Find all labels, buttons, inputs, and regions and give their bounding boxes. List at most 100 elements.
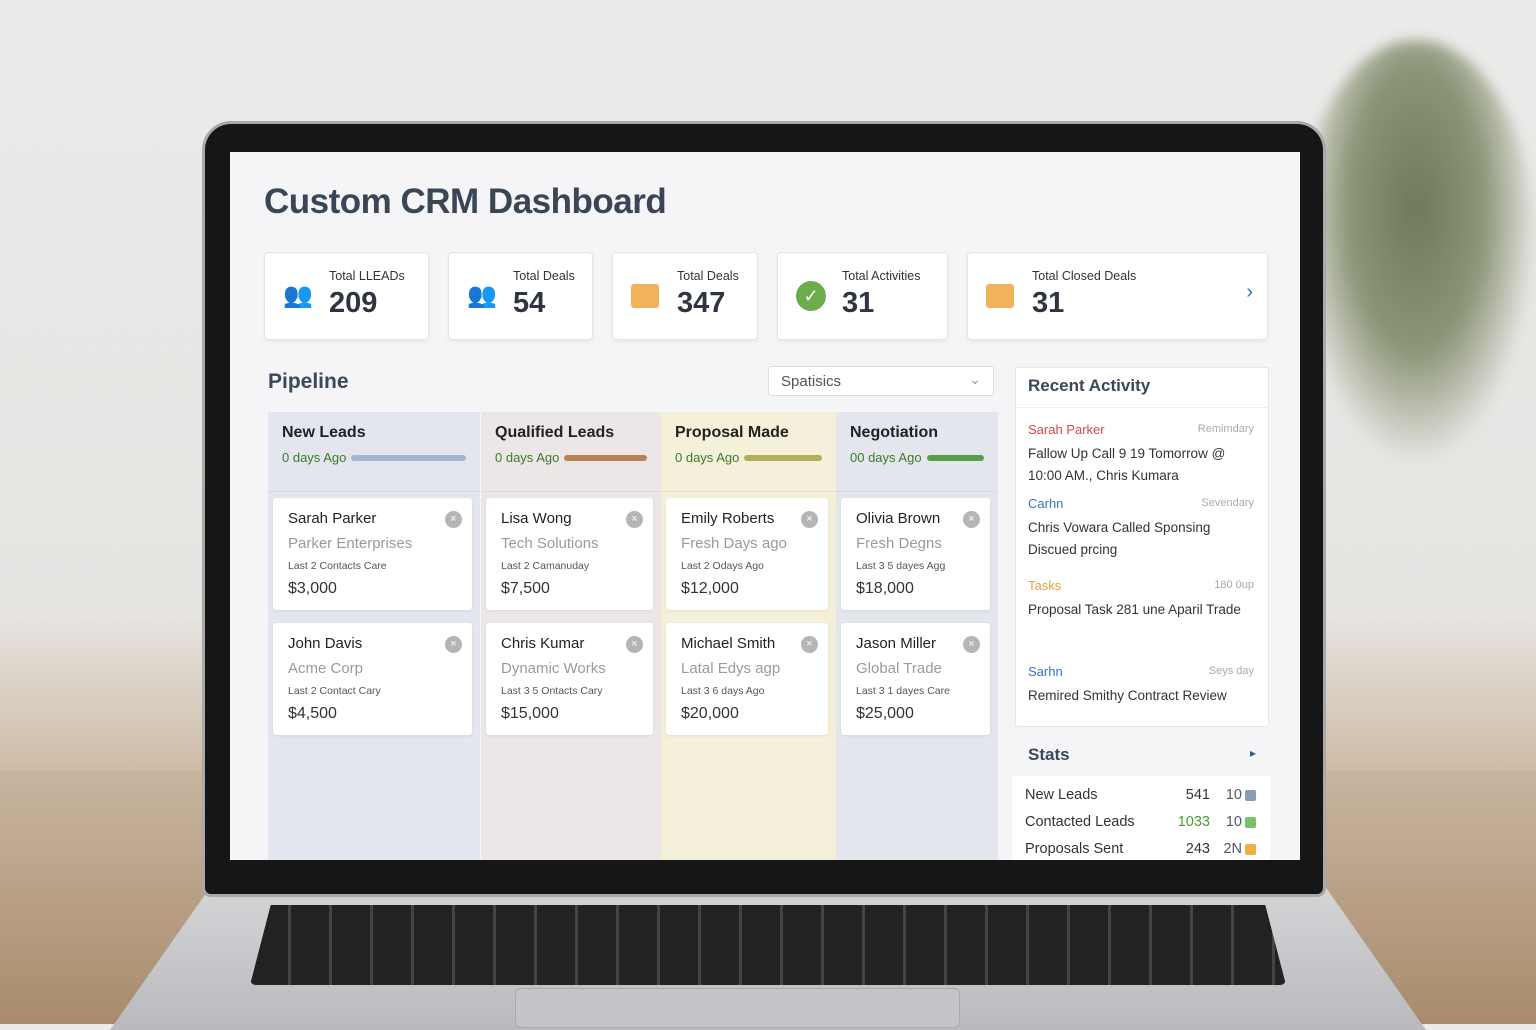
kpi-card[interactable]: ✓ Total Activities 31 <box>777 252 948 340</box>
deal-amount: $15,000 <box>501 705 559 722</box>
deal-amount: $4,500 <box>288 705 337 722</box>
column-age-text: 0 days Ago <box>282 450 347 465</box>
kpi-card[interactable]: 👥 Total LLEADs 209 <box>264 252 429 340</box>
stat-label: Contacted Leads <box>1025 814 1135 830</box>
close-icon[interactable]: × <box>445 511 462 528</box>
kpi-value: 54 <box>513 287 546 319</box>
kpi-label: Total Activities <box>842 269 921 283</box>
close-icon[interactable]: × <box>801 636 818 653</box>
company-name: Global Trade <box>856 660 942 677</box>
stat-percent: 10 <box>1225 814 1242 830</box>
deal-card[interactable]: John Davis Acme Corp Last 2 Contact Cary $4… <box>273 623 472 735</box>
column-name: Qualified Leads <box>495 424 615 441</box>
deal-card[interactable]: Sarah Parker Parker Enterprises Last 2 Con… <box>273 498 472 610</box>
kpi-value: 209 <box>329 287 378 319</box>
deal-card[interactable]: Chris Kumar Dynamic Works Last 3 5 Ontacts… <box>486 623 653 735</box>
company-name: Acme Corp <box>288 660 364 677</box>
column-header: Negotiation 00 days Ago <box>836 412 998 492</box>
recent-activity-title: Recent Activity <box>1028 376 1151 395</box>
close-icon[interactable]: × <box>445 636 462 653</box>
stat-color-swatch <box>1245 790 1256 801</box>
activity-time: Seys day <box>1208 665 1254 677</box>
column-age: 0 days Ago <box>675 450 822 465</box>
activity-author: Carhn <box>1028 496 1064 511</box>
close-icon[interactable]: × <box>963 511 980 528</box>
column-header: Qualified Leads 0 days Ago <box>481 412 661 492</box>
company-name: Fresh Days ago <box>681 535 787 552</box>
kpi-card[interactable]: 👥 Total Deals 54 <box>448 252 593 340</box>
page-title: Custom CRM Dashboard <box>264 182 667 221</box>
stat-color-swatch <box>1245 844 1256 855</box>
last-contact: Last 2 Contact Cary <box>288 685 381 697</box>
deal-card[interactable]: Jason Miller Global Trade Last 3 1 dayes C… <box>841 623 990 735</box>
contact-name: Chris Kumar <box>501 635 585 652</box>
last-contact: Last 2 Odays Ago <box>681 560 764 572</box>
statistics-dropdown[interactable]: Spatisics ⌄ <box>768 366 994 396</box>
activity-item[interactable]: Sarah Parker Remimdary Fallow Up Call 9 19… <box>1028 422 1254 487</box>
recent-activity-panel: Recent Activity Sarah Parker Remimdary Fal… <box>1015 367 1269 727</box>
stat-label: Proposals Sent <box>1025 841 1124 857</box>
kpi-label: Total Closed Deals <box>1032 269 1137 283</box>
company-name: Fresh Degns <box>856 535 942 552</box>
folder-icon <box>631 284 659 308</box>
last-contact: Last 3 5 dayes Agg <box>856 560 946 572</box>
progress-bar <box>351 454 466 461</box>
deal-card[interactable]: Lisa Wong Tech Solutions Last 2 Camanuday $… <box>486 498 653 610</box>
column-age-text: 0 days Ago <box>495 450 560 465</box>
pipeline-column: Negotiation 00 days Ago Olivia Brown Fresh … <box>836 412 998 860</box>
chevron-down-icon: ⌄ <box>969 371 981 387</box>
close-icon[interactable]: × <box>626 636 643 653</box>
deal-amount: $12,000 <box>681 580 739 597</box>
activity-item[interactable]: Tasks 180 0up Proposal Task 281 une Aparil… <box>1028 578 1254 621</box>
last-contact: Last 3 5 Ontacts Cary <box>501 685 603 697</box>
stat-label: New Leads <box>1025 787 1098 803</box>
activity-text: Remired Smithy Contract Review <box>1028 688 1227 703</box>
pipeline-title: Pipeline <box>268 370 349 393</box>
column-name: Proposal Made <box>675 424 789 441</box>
last-contact: Last 3 1 dayes Care <box>856 685 950 697</box>
kpi-value: 31 <box>1032 287 1065 319</box>
kpi-card[interactable]: Total Closed Deals 31 › <box>967 252 1268 340</box>
activity-item[interactable]: Carhn Sevendary Chris Vowara Called Sponsi… <box>1028 496 1254 561</box>
deal-card[interactable]: Olivia Brown Fresh Degns Last 3 5 dayes Ag… <box>841 498 990 610</box>
chevron-right-icon[interactable]: ▸ <box>1250 746 1257 760</box>
last-contact: Last 2 Camanuday <box>501 560 590 572</box>
contact-name: John Davis <box>288 635 363 652</box>
column-name: New Leads <box>282 424 366 441</box>
activity-time: Sevendary <box>1201 497 1254 509</box>
activity-time: 180 0up <box>1214 579 1254 591</box>
progress-bar <box>564 454 647 461</box>
activity-text: Fallow Up Call 9 19 Tomorrow @ 10:00 AM.… <box>1028 446 1226 483</box>
deal-card[interactable]: Emily Roberts Fresh Days ago Last 2 Odays … <box>666 498 828 610</box>
close-icon[interactable]: × <box>626 511 643 528</box>
column-header: New Leads 0 days Ago <box>268 412 480 492</box>
contact-name: Michael Smith <box>681 635 776 652</box>
progress-bar <box>744 454 822 461</box>
stat-value: 1033 <box>1177 814 1210 830</box>
kpi-card[interactable]: Total Deals 347 <box>612 252 758 340</box>
activity-author: Sarah Parker <box>1028 422 1105 437</box>
chevron-right-icon[interactable]: › <box>1246 281 1253 303</box>
pipeline-column: New Leads 0 days Ago Sarah Parker Parker En… <box>268 412 480 860</box>
stats-table: New Leads 541 10 Contacted Leads 1033 10 Propo… <box>1012 776 1270 860</box>
column-age-text: 00 days Ago <box>850 450 922 465</box>
user-group-icon: 👥 <box>467 282 497 309</box>
contact-name: Jason Miller <box>856 635 937 652</box>
activity-author: Tasks <box>1028 578 1062 593</box>
stat-value: 541 <box>1185 787 1210 803</box>
last-contact: Last 3 6 days Ago <box>681 685 765 697</box>
dropdown-value: Spatisics <box>781 373 842 390</box>
close-icon[interactable]: × <box>801 511 818 528</box>
kpi-label: Total Deals <box>513 269 575 283</box>
pipeline-column: Proposal Made 0 days Ago Emily Roberts Fres… <box>661 412 836 860</box>
stats-row: Contacted Leads 1033 10 <box>1025 814 1256 830</box>
column-age: 0 days Ago <box>282 450 466 465</box>
deal-card[interactable]: Michael Smith Latal Edys agp Last 3 6 days… <box>666 623 828 735</box>
keyboard <box>250 905 1286 985</box>
column-age: 00 days Ago <box>850 450 984 465</box>
close-icon[interactable]: × <box>963 636 980 653</box>
activity-item[interactable]: Sarhn Seys day Remired Smithy Contract Rev… <box>1028 664 1254 707</box>
deal-amount: $25,000 <box>856 705 914 722</box>
deal-amount: $7,500 <box>501 580 550 597</box>
company-name: Latal Edys agp <box>681 660 781 677</box>
